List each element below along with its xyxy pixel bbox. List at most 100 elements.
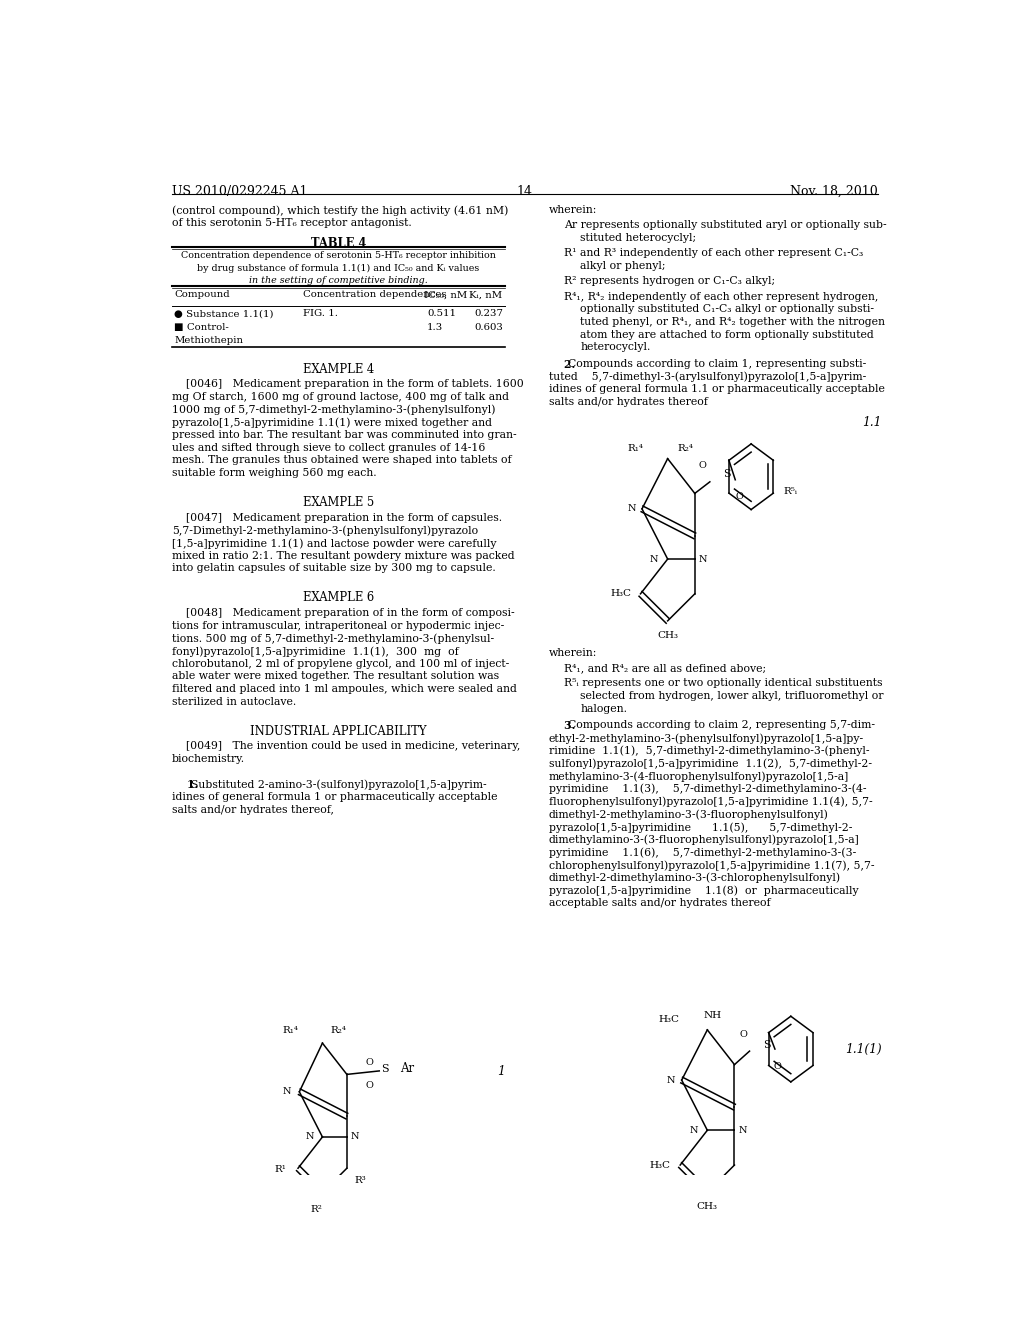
Text: [0047]   Medicament preparation in the form of capsules.: [0047] Medicament preparation in the for… — [172, 512, 502, 523]
Text: N: N — [283, 1088, 292, 1097]
Text: tuted    5,7-dimethyl-3-(arylsulfonyl)pyrazolo[1,5-a]pyrim-: tuted 5,7-dimethyl-3-(arylsulfonyl)pyraz… — [549, 372, 866, 383]
Text: H₃C: H₃C — [658, 1015, 680, 1024]
Text: 1.1: 1.1 — [862, 416, 882, 429]
Text: 3.: 3. — [549, 721, 575, 731]
Text: halogen.: halogen. — [581, 704, 628, 714]
Text: suitable form weighing 560 mg each.: suitable form weighing 560 mg each. — [172, 469, 376, 478]
Text: R₂⁴: R₂⁴ — [677, 444, 693, 453]
Text: stituted heterocyclyl;: stituted heterocyclyl; — [581, 234, 696, 243]
Text: mg Of starch, 1600 mg of ground lactose, 400 mg of talk and: mg Of starch, 1600 mg of ground lactose,… — [172, 392, 509, 401]
Text: R⁵ᵢ represents one or two optionally identical substituents: R⁵ᵢ represents one or two optionally ide… — [564, 678, 883, 689]
Text: N: N — [689, 1126, 697, 1135]
Text: S: S — [724, 469, 731, 479]
Text: US 2010/0292245 A1: US 2010/0292245 A1 — [172, 185, 307, 198]
Text: 0.603: 0.603 — [474, 323, 503, 333]
Text: 5,7-Dimethyl-2-methylamino-3-(phenylsulfonyl)pyrazolo: 5,7-Dimethyl-2-methylamino-3-(phenylsulf… — [172, 525, 478, 536]
Text: 2.: 2. — [549, 359, 574, 370]
Text: Compounds according to claim 2, representing 5,7-dim-: Compounds according to claim 2, represen… — [568, 721, 876, 730]
Text: salts and/or hydrates thereof,: salts and/or hydrates thereof, — [172, 805, 334, 814]
Text: 0.237: 0.237 — [474, 309, 503, 318]
Text: in the setting of competitive binding.: in the setting of competitive binding. — [249, 276, 428, 285]
Text: optionally substituted C₁-C₃ alkyl or optionally substi-: optionally substituted C₁-C₃ alkyl or op… — [581, 304, 874, 314]
Text: Nov. 18, 2010: Nov. 18, 2010 — [791, 185, 878, 198]
Text: R¹ and R³ independently of each other represent C₁-C₃: R¹ and R³ independently of each other re… — [564, 248, 863, 259]
Text: Methiothepin: Methiothepin — [174, 337, 243, 345]
Text: atom they are attached to form optionally substituted: atom they are attached to form optionall… — [581, 330, 874, 339]
Text: fonyl)pyrazolo[1,5-a]pyrimidine  1.1(1),  300  mg  of: fonyl)pyrazolo[1,5-a]pyrimidine 1.1(1), … — [172, 645, 459, 656]
Text: 1000 mg of 5,7-dimethyl-2-methylamino-3-(phenylsulfonyl): 1000 mg of 5,7-dimethyl-2-methylamino-3-… — [172, 405, 496, 416]
Text: O: O — [735, 491, 743, 500]
Text: Concentration dependences: Concentration dependences — [303, 290, 446, 300]
Text: 1.1(1): 1.1(1) — [845, 1043, 882, 1056]
Text: R² represents hydrogen or C₁-C₃ alkyl;: R² represents hydrogen or C₁-C₃ alkyl; — [564, 276, 775, 286]
Text: EXAMPLE 4: EXAMPLE 4 — [303, 363, 374, 376]
Text: dimethyl-2-methylamino-3-(3-fluorophenylsulfonyl): dimethyl-2-methylamino-3-(3-fluorophenyl… — [549, 809, 828, 820]
Text: R₂⁴: R₂⁴ — [331, 1026, 346, 1035]
Text: Substituted 2-amino-3-(sulfonyl)pyrazolo[1,5-a]pyrim-: Substituted 2-amino-3-(sulfonyl)pyrazolo… — [191, 779, 487, 789]
Text: INDUSTRIAL APPLICABILITY: INDUSTRIAL APPLICABILITY — [250, 725, 427, 738]
Text: R³: R³ — [354, 1176, 367, 1185]
Text: N: N — [667, 1076, 676, 1085]
Text: R⁵ᵢ: R⁵ᵢ — [783, 487, 797, 496]
Text: H₃C: H₃C — [610, 589, 631, 598]
Text: fluorophenylsulfonyl)pyrazolo[1,5-a]pyrimidine 1.1(4), 5,7-: fluorophenylsulfonyl)pyrazolo[1,5-a]pyri… — [549, 796, 872, 807]
Text: R²: R² — [310, 1205, 322, 1214]
Text: EXAMPLE 6: EXAMPLE 6 — [303, 591, 374, 605]
Text: wherein:: wherein: — [549, 205, 597, 215]
Text: IC₅₀, nM: IC₅₀, nM — [424, 290, 467, 300]
Text: O: O — [773, 1061, 781, 1071]
Text: rimidine  1.1(1),  5,7-dimethyl-2-dimethylamino-3-(phenyl-: rimidine 1.1(1), 5,7-dimethyl-2-dimethyl… — [549, 746, 869, 756]
Text: 14: 14 — [517, 185, 532, 198]
Text: N: N — [306, 1133, 314, 1142]
Text: idines of general formula 1 or pharmaceutically acceptable: idines of general formula 1 or pharmaceu… — [172, 792, 497, 803]
Text: biochemistry.: biochemistry. — [172, 754, 245, 764]
Text: by drug substance of formula 1.1(1) and IC₅₀ and Kᵢ values: by drug substance of formula 1.1(1) and … — [198, 264, 479, 273]
Text: selected from hydrogen, lower alkyl, trifluoromethyl or: selected from hydrogen, lower alkyl, tri… — [581, 692, 884, 701]
Text: Ar: Ar — [400, 1063, 414, 1076]
Text: idines of general formula 1.1 or pharmaceutically acceptable: idines of general formula 1.1 or pharmac… — [549, 384, 885, 395]
Text: tuted phenyl, or R⁴₁, and R⁴₂ together with the nitrogen: tuted phenyl, or R⁴₁, and R⁴₂ together w… — [581, 317, 886, 327]
Text: O: O — [739, 1031, 748, 1039]
Text: O: O — [366, 1081, 374, 1089]
Text: pressed into bar. The resultant bar was comminuted into gran-: pressed into bar. The resultant bar was … — [172, 430, 516, 440]
Text: [1,5-a]pyrimidine 1.1(1) and lactose powder were carefully: [1,5-a]pyrimidine 1.1(1) and lactose pow… — [172, 539, 497, 549]
Text: S: S — [763, 1040, 771, 1049]
Text: R¹: R¹ — [274, 1164, 286, 1173]
Text: [0049]   The invention could be used in medicine, veterinary,: [0049] The invention could be used in me… — [172, 742, 520, 751]
Text: ■ Control-: ■ Control- — [174, 323, 228, 333]
Text: N: N — [627, 504, 636, 513]
Text: dimethylamino-3-(3-fluorophenylsulfonyl)pyrazolo[1,5-a]: dimethylamino-3-(3-fluorophenylsulfonyl)… — [549, 834, 859, 845]
Text: O: O — [366, 1059, 374, 1068]
Text: ules and sifted through sieve to collect granules of 14-16: ules and sifted through sieve to collect… — [172, 442, 485, 453]
Text: CH₃: CH₃ — [657, 631, 678, 640]
Text: chlorophenylsulfonyl)pyrazolo[1,5-a]pyrimidine 1.1(7), 5,7-: chlorophenylsulfonyl)pyrazolo[1,5-a]pyri… — [549, 861, 874, 871]
Text: S: S — [381, 1064, 388, 1074]
Text: filtered and placed into 1 ml ampoules, which were sealed and: filtered and placed into 1 ml ampoules, … — [172, 684, 516, 694]
Text: H₃C: H₃C — [649, 1160, 671, 1170]
Text: pyrimidine    1.1(6),    5,7-dimethyl-2-methylamino-3-(3-: pyrimidine 1.1(6), 5,7-dimethyl-2-methyl… — [549, 847, 856, 858]
Text: pyrazolo[1,5-a]pyrimidine    1.1(8)  or  pharmaceutically: pyrazolo[1,5-a]pyrimidine 1.1(8) or phar… — [549, 886, 858, 896]
Text: Compound: Compound — [174, 290, 229, 300]
Text: ● Substance 1.1(1): ● Substance 1.1(1) — [174, 309, 273, 318]
Text: R⁴₁, and R⁴₂ are all as defined above;: R⁴₁, and R⁴₂ are all as defined above; — [564, 663, 767, 673]
Text: heterocyclyl.: heterocyclyl. — [581, 342, 650, 352]
Text: (control compound), which testify the high activity (4.61 nM): (control compound), which testify the hi… — [172, 205, 508, 215]
Text: able water were mixed together. The resultant solution was: able water were mixed together. The resu… — [172, 672, 499, 681]
Text: pyrazolo[1,5-a]pyrimidine      1.1(5),      5,7-dimethyl-2-: pyrazolo[1,5-a]pyrimidine 1.1(5), 5,7-di… — [549, 822, 852, 833]
Text: Compounds according to claim 1, representing substi-: Compounds according to claim 1, represen… — [568, 359, 866, 368]
Text: tions. 500 mg of 5,7-dimethyl-2-methylamino-3-(phenylsul-: tions. 500 mg of 5,7-dimethyl-2-methylam… — [172, 634, 494, 644]
Text: sulfonyl)pyrazolo[1,5-a]pyrimidine  1.1(2),  5,7-dimethyl-2-: sulfonyl)pyrazolo[1,5-a]pyrimidine 1.1(2… — [549, 759, 871, 770]
Text: acceptable salts and/or hydrates thereof: acceptable salts and/or hydrates thereof — [549, 898, 770, 908]
Text: sterilized in autoclave.: sterilized in autoclave. — [172, 697, 296, 706]
Text: of this serotonin 5-HT₆ receptor antagonist.: of this serotonin 5-HT₆ receptor antagon… — [172, 218, 412, 228]
Text: dimethyl-2-dimethylamino-3-(3-chlorophenylsulfonyl): dimethyl-2-dimethylamino-3-(3-chlorophen… — [549, 873, 841, 883]
Text: 1.3: 1.3 — [427, 323, 443, 333]
Text: NH: NH — [703, 1011, 722, 1019]
Text: Ar represents optionally substituted aryl or optionally sub-: Ar represents optionally substituted ary… — [564, 220, 887, 231]
Text: CH₃: CH₃ — [696, 1203, 718, 1212]
Text: 1.: 1. — [172, 779, 198, 791]
Text: N: N — [649, 554, 658, 564]
Text: Concentration dependence of serotonin 5-HT₆ receptor inhibition: Concentration dependence of serotonin 5-… — [181, 251, 496, 260]
Text: mesh. The granules thus obtained were shaped into tablets of: mesh. The granules thus obtained were sh… — [172, 455, 511, 466]
Text: Kᵢ, nM: Kᵢ, nM — [469, 290, 503, 300]
